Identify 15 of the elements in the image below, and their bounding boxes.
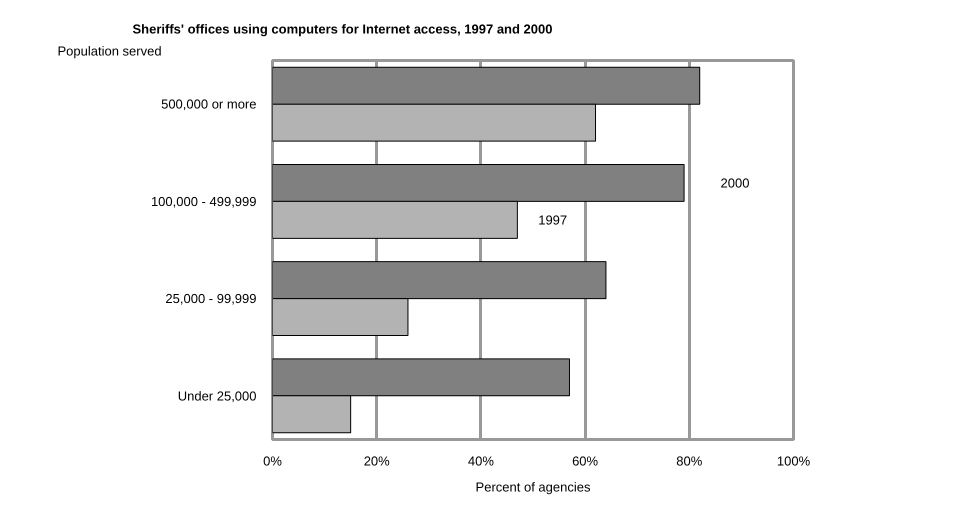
x-tick-label: 80% (676, 454, 703, 468)
y-axis-title: Population served (58, 44, 162, 58)
y-tick-label: 100,000 - 499,999 (150, 194, 257, 209)
series-label: 1997 (538, 212, 568, 228)
x-tick-label: 0% (263, 454, 282, 468)
y-tick-label: 500,000 or more (161, 96, 257, 112)
x-axis-title: Percent of agencies (476, 480, 591, 494)
chart-title: Sheriffs' offices using computers for Internet access, 1997 and 2000 (132, 22, 552, 36)
x-tick-label: 20% (364, 454, 390, 468)
y-tick-label: 25,000 - 99,999 (165, 291, 256, 306)
text: 2000 (720, 175, 750, 190)
x-tick-label: 60% (572, 454, 599, 468)
y-tick-label: Under 25,000 (178, 388, 256, 404)
x-tick-label: 40% (468, 454, 494, 468)
x-tick-label: 100% (776, 454, 811, 468)
